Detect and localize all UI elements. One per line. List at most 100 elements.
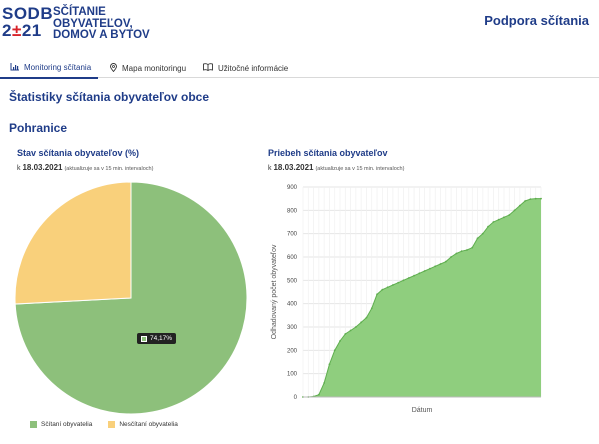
data-point[interactable]: [386, 286, 389, 289]
tab-useful-info-label: Užitočné informácie: [218, 63, 289, 73]
y-tick-label: 0: [294, 395, 298, 401]
y-tick-label: 200: [287, 348, 298, 354]
data-point[interactable]: [503, 216, 505, 219]
pie-date-value: 18.03.2021: [22, 163, 63, 172]
tab-bar: Monitoring sčítania Mapa monitoringu Uži…: [0, 58, 599, 79]
data-point[interactable]: [524, 200, 527, 202]
logo-wordmark: SČÍTANIE OBYVATEĽOV, DOMOV A BYTOV: [53, 6, 150, 42]
pie-slice-not-counted[interactable]: [14, 181, 132, 305]
y-tick-label: 300: [287, 325, 298, 331]
legend-label-counted: Sčítaní obyvatelia: [41, 421, 93, 428]
tab-useful-info[interactable]: Užitočné informácie: [200, 58, 288, 78]
area-series-line: [303, 198, 541, 398]
y-tick-label: 600: [287, 255, 298, 261]
data-point[interactable]: [518, 204, 521, 207]
tab-monitoring[interactable]: Monitoring sčítania: [0, 58, 98, 79]
data-point[interactable]: [354, 326, 357, 328]
logo-line-1: SODB: [2, 4, 54, 23]
page-title: Štatistiky sčítania obyvateľov obce: [9, 90, 210, 104]
x-axis-label: Dátum: [412, 407, 433, 414]
data-point[interactable]: [455, 252, 458, 255]
area-chart-title: Priebeh sčítania obyvateľov: [268, 148, 388, 158]
data-point[interactable]: [397, 281, 400, 284]
y-axis-label: Odhadovaný počet obyvateľov: [271, 244, 278, 339]
municipality-name: Pohranice: [9, 121, 68, 135]
y-tick-label: 500: [287, 278, 298, 284]
pie-date-note: (aktualizuje sa v 15 min. intervaloch): [64, 166, 154, 172]
logo-text-line-3: DOMOV A BYTOV: [53, 29, 150, 41]
data-point[interactable]: [444, 260, 447, 263]
tab-map-label: Mapa monitoringu: [122, 63, 187, 73]
data-point[interactable]: [476, 237, 479, 240]
legend-swatch-not-counted: [108, 421, 116, 428]
data-point[interactable]: [328, 363, 331, 366]
legend-item-not-counted[interactable]: Nesčítaní obyvatelia: [108, 421, 178, 428]
data-point[interactable]: [429, 267, 431, 270]
area-date-prefix: k: [268, 165, 272, 172]
pie-chart-date: k 18.03.2021 (aktualizuje sa v 15 min. i…: [17, 163, 153, 172]
area-chart-date: k 18.03.2021 (aktualizuje sa v 15 min. i…: [268, 163, 404, 172]
data-point[interactable]: [471, 246, 474, 249]
logo-text-line-2: OBYVATEĽOV,: [53, 17, 133, 30]
book-icon: [203, 63, 213, 73]
data-point[interactable]: [333, 349, 336, 352]
data-point[interactable]: [450, 256, 452, 258]
support-link[interactable]: Podpora sčítania: [484, 13, 589, 28]
tooltip-value: 74,17%: [150, 335, 173, 342]
legend-swatch-counted: [30, 421, 37, 428]
pie-tooltip: 74,17%: [137, 333, 177, 344]
logo-line-2: 2±21: [2, 21, 42, 40]
logo-text-line-1: SČÍTANIE: [53, 6, 106, 18]
pie-legend: Sčítaní obyvatelia Nesčítaní obyvatelia: [30, 421, 194, 428]
data-point[interactable]: [434, 265, 437, 268]
site-header: SODB 2±21 SČÍTANIE OBYVATEĽOV, DOMOV A B…: [0, 0, 599, 48]
data-point[interactable]: [365, 316, 368, 319]
legend-item-counted[interactable]: Sčítaní obyvatelia: [30, 421, 92, 428]
data-point[interactable]: [360, 321, 363, 324]
pie-chart: [14, 181, 248, 415]
area-date-note: (aktualizuje sa v 15 min. intervaloch): [315, 166, 405, 172]
data-point[interactable]: [439, 263, 442, 265]
data-point[interactable]: [492, 221, 495, 223]
y-tick-label: 400: [287, 302, 298, 308]
sodb-logo[interactable]: SODB 2±21: [2, 4, 54, 43]
data-point[interactable]: [413, 274, 415, 277]
data-point[interactable]: [418, 272, 421, 275]
data-point[interactable]: [349, 329, 352, 332]
tab-map[interactable]: Mapa monitoringu: [107, 58, 186, 78]
data-point[interactable]: [508, 214, 511, 216]
data-point[interactable]: [317, 393, 320, 396]
data-point[interactable]: [323, 382, 326, 384]
legend-label-not-counted: Nesčítaní obyvatelia: [119, 421, 178, 428]
data-point[interactable]: [392, 284, 394, 286]
area-series-fill: [303, 198, 541, 397]
tooltip-swatch: [141, 335, 147, 342]
data-point[interactable]: [339, 340, 341, 342]
data-point[interactable]: [466, 249, 468, 251]
data-point[interactable]: [376, 293, 378, 296]
data-point[interactable]: [529, 198, 532, 201]
data-point[interactable]: [481, 232, 484, 235]
data-point[interactable]: [540, 197, 542, 200]
data-point[interactable]: [402, 279, 405, 282]
data-point[interactable]: [381, 288, 384, 291]
y-tick-label: 900: [287, 185, 298, 191]
data-point[interactable]: [423, 270, 426, 272]
map-pin-icon: [110, 62, 117, 74]
data-point[interactable]: [344, 333, 347, 335]
pie-chart-title: Stav sčítania obyvateľov (%): [17, 148, 140, 158]
tab-monitoring-label: Monitoring sčítania: [24, 63, 92, 72]
data-point[interactable]: [407, 277, 410, 279]
chart-icon: [10, 62, 19, 73]
area-chart: 0 100 200 300 400 500 600 700 800 900 Odhadovaný p…: [271, 185, 542, 414]
data-point[interactable]: [513, 209, 516, 212]
y-tick-label: 100: [287, 372, 298, 378]
y-tick-label: 800: [287, 208, 298, 214]
data-point[interactable]: [497, 218, 500, 221]
data-point[interactable]: [460, 250, 463, 253]
data-point[interactable]: [487, 225, 490, 228]
pie-date-prefix: k: [17, 165, 21, 172]
area-date-value: 18.03.2021: [273, 163, 314, 172]
data-point[interactable]: [534, 197, 537, 200]
data-point[interactable]: [370, 307, 373, 310]
